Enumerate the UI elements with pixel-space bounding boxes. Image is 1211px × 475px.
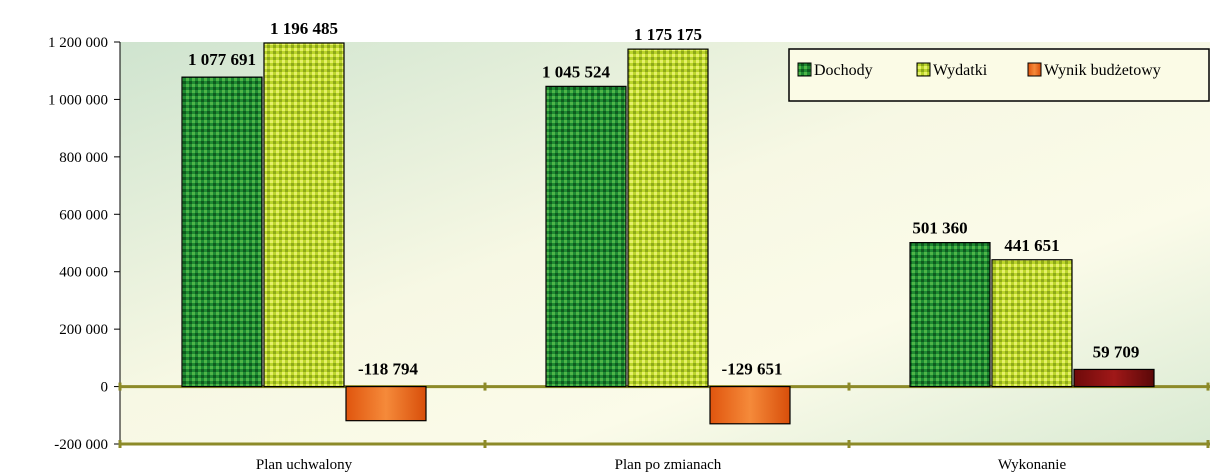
legend-label-wynik: Wynik budżetowy <box>1044 62 1161 79</box>
bar-wydatki <box>991 259 1073 388</box>
data-label-wynik: -129 651 <box>722 360 783 379</box>
y-tick-label: 0 <box>101 380 109 396</box>
y-tick-label: 400 000 <box>59 265 108 281</box>
y-tick-label: 1 000 000 <box>48 92 108 108</box>
y-tick-label: 200 000 <box>59 322 108 338</box>
data-label-wydatki: 441 651 <box>1004 236 1059 255</box>
data-label-wynik: 59 709 <box>1093 342 1140 361</box>
bar-dochody <box>909 242 991 388</box>
bar-wydatki <box>263 42 345 388</box>
legend-box <box>788 48 1210 102</box>
legend-item-wynik: Wynik budżetowy <box>1027 62 1161 79</box>
bar-dochody <box>545 85 627 388</box>
y-axis-ticks: -200 000 0 200 000 400 000 600 000 800 000 1 0… <box>48 35 121 453</box>
category-label: Plan po zmianach <box>615 457 722 473</box>
data-labels: 1 077 691 1 045 524 501 360 1 196 485 1 175 … <box>188 19 1139 379</box>
category-label: Wykonanie <box>998 457 1067 473</box>
y-tick-label: -200 000 <box>54 437 108 453</box>
data-label-wynik: -118 794 <box>358 360 418 379</box>
legend-item-dochody: Dochody <box>797 62 873 79</box>
category-label: Plan uchwalony <box>256 457 353 473</box>
bar-wynik <box>709 385 791 425</box>
legend: Dochody Wydatki Wynik budżetowy <box>788 48 1210 102</box>
bars <box>181 42 1155 425</box>
data-label-wydatki: 1 175 175 <box>634 25 702 44</box>
legend-swatch-wynik <box>1027 62 1042 77</box>
legend-label-wydatki: Wydatki <box>933 62 988 79</box>
legend-swatch-wydatki <box>916 62 931 77</box>
data-label-dochody: 501 360 <box>912 219 967 238</box>
data-label-wydatki: 1 196 485 <box>270 19 338 38</box>
bar-wydatki <box>627 48 709 388</box>
bar-wynik <box>345 385 427 422</box>
y-tick-label: 800 000 <box>59 150 108 166</box>
bar-wynik <box>1073 368 1155 388</box>
category-labels: Plan uchwalony Plan po zmianach Wykonanie <box>256 457 1067 473</box>
y-tick-label: 600 000 <box>59 207 108 223</box>
data-label-dochody: 1 045 524 <box>542 62 611 81</box>
y-tick-label: 1 200 000 <box>48 35 108 51</box>
data-label-dochody: 1 077 691 <box>188 50 256 69</box>
legend-label-dochody: Dochody <box>814 62 873 79</box>
bar-dochody <box>181 76 263 388</box>
legend-swatch-dochody <box>797 62 812 77</box>
legend-item-wydatki: Wydatki <box>916 62 988 79</box>
